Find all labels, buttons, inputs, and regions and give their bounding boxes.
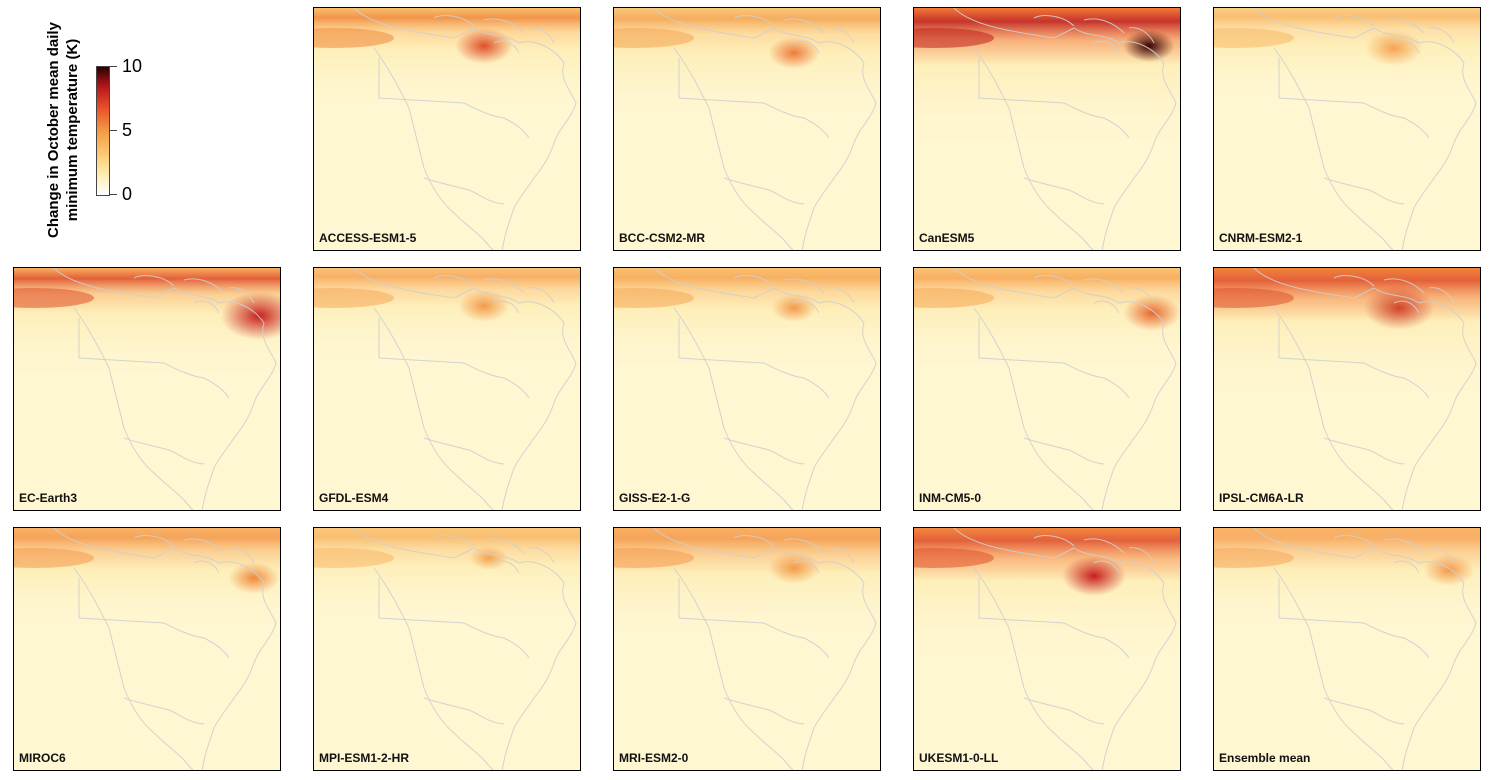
map-panel: CNRM-ESM2-1 (1213, 7, 1481, 251)
panel-label: MRI-ESM2-0 (619, 751, 689, 765)
panel-label: INM-CM5-0 (919, 491, 981, 505)
map-panel: MRI-ESM2-0 (613, 527, 881, 771)
map-canvas (1214, 268, 1480, 510)
map-panel: GISS-E2-1-G (613, 267, 881, 511)
map-canvas (314, 268, 580, 510)
panel-label: Ensemble mean (1219, 751, 1311, 765)
panel-label: EC-Earth3 (19, 491, 78, 505)
map-canvas (14, 268, 280, 510)
panel-label: UKESM1-0-LL (919, 751, 999, 765)
map-panel: MPI-ESM1-2-HR (313, 527, 581, 771)
map-canvas (1214, 8, 1480, 250)
legend-title-line2: minimum temperature (K) (64, 39, 81, 222)
tick-label-0: 0 (122, 184, 133, 204)
panel-label: MIROC6 (19, 751, 66, 765)
panel-label: ACCESS-ESM1-5 (319, 231, 417, 245)
tick-mark (109, 194, 117, 195)
panel-label: BCC-CSM2-MR (619, 231, 705, 245)
map-panel: IPSL-CM6A-LR (1213, 267, 1481, 511)
map-panel: UKESM1-0-LL (913, 527, 1181, 771)
map-panel: INM-CM5-0 (913, 267, 1181, 511)
panel-label: MPI-ESM1-2-HR (319, 751, 410, 765)
svg-text:Change in October mean daily: Change in October mean daily (45, 21, 62, 238)
map-panel: MIROC6 (13, 527, 281, 771)
map-canvas (914, 268, 1180, 510)
map-canvas (914, 528, 1180, 770)
tick-mark (109, 130, 117, 131)
tick-label-10: 10 (122, 56, 143, 76)
map-canvas (614, 8, 880, 250)
tick-mark (109, 66, 117, 67)
map-canvas (614, 528, 880, 770)
map-panel: GFDL-ESM4 (313, 267, 581, 511)
panel-label: GISS-E2-1-G (619, 491, 691, 505)
panel-label: CNRM-ESM2-1 (1219, 231, 1303, 245)
tick-label-5: 5 (122, 120, 133, 140)
map-panel: EC-Earth3 (13, 267, 281, 511)
map-canvas (914, 8, 1180, 250)
map-canvas (1214, 528, 1480, 770)
map-canvas (314, 528, 580, 770)
map-panel: CanESM5 (913, 7, 1181, 251)
panel-label: IPSL-CM6A-LR (1219, 491, 1304, 505)
map-canvas (614, 268, 880, 510)
colorbar (96, 66, 110, 196)
panel-label: GFDL-ESM4 (319, 491, 389, 505)
map-panel: Ensemble mean (1213, 527, 1481, 771)
map-canvas (314, 8, 580, 250)
legend-title-line1: Change in October mean daily (45, 21, 62, 238)
map-canvas (14, 528, 280, 770)
legend-title: Change in October mean daily minimum tem… (20, 10, 110, 250)
map-panel: ACCESS-ESM1-5 (313, 7, 581, 251)
svg-text:minimum temperature (K): minimum temperature (K) (64, 39, 81, 222)
panel-label: CanESM5 (919, 231, 975, 245)
map-panel: BCC-CSM2-MR (613, 7, 881, 251)
